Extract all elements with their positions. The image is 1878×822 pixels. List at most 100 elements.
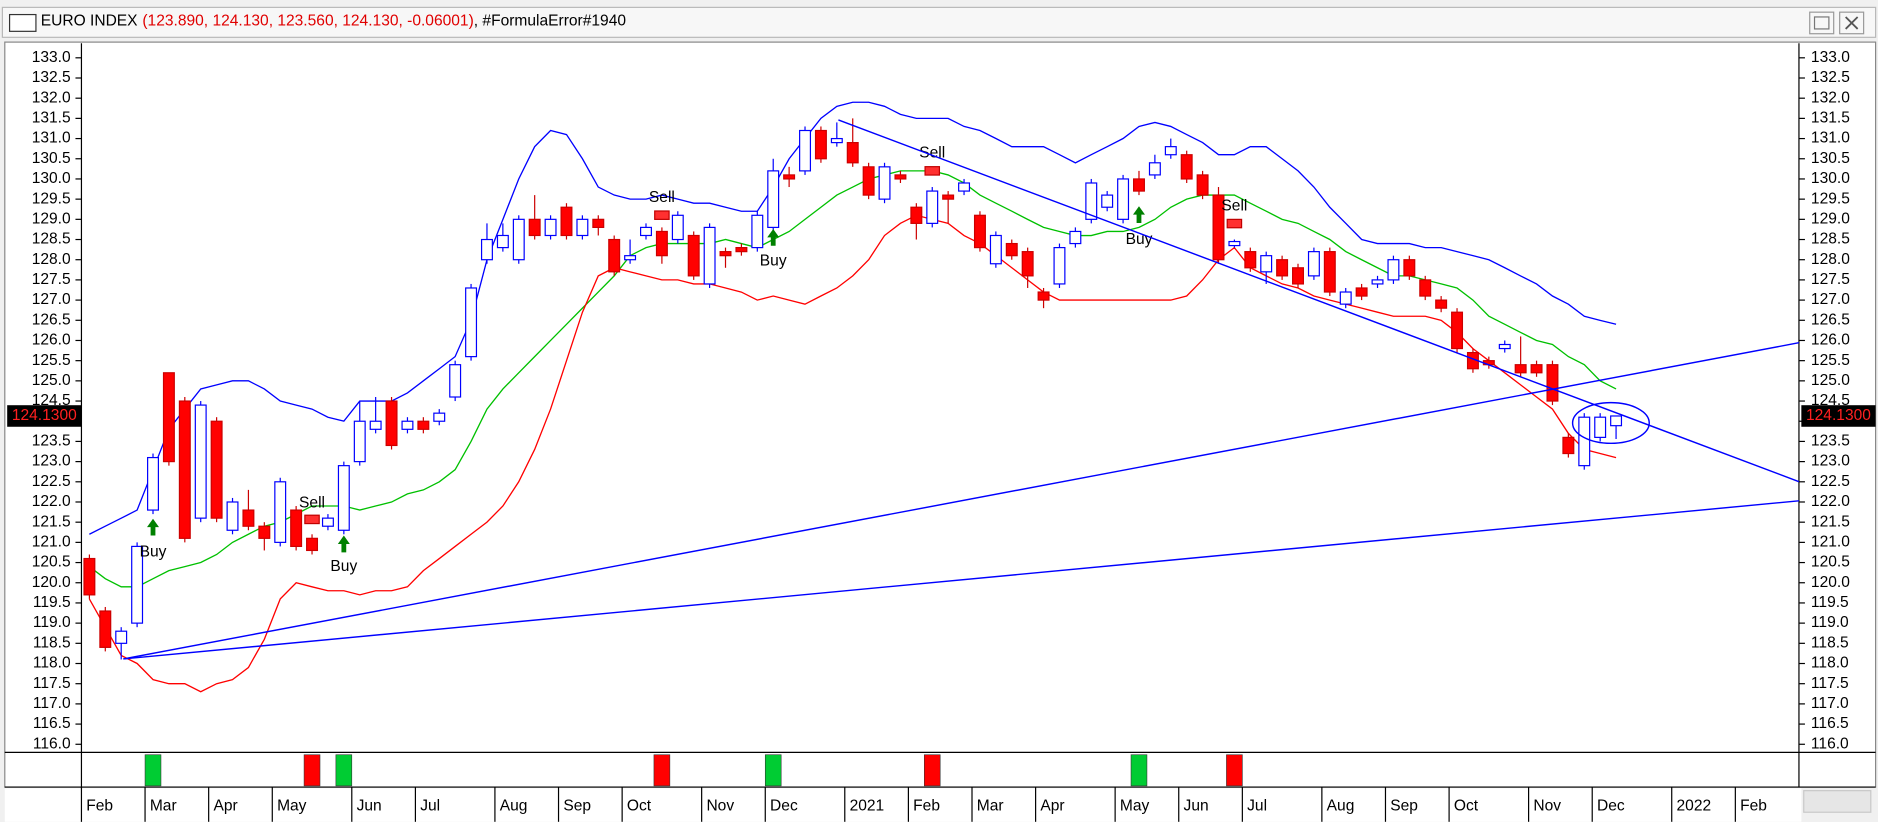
sell-marker: [654, 210, 670, 220]
candle-body: [433, 412, 446, 422]
y-tick-label: 132.0: [32, 89, 71, 106]
y-tick-label: 119.0: [1811, 614, 1849, 631]
candle-body: [1180, 154, 1193, 180]
candle-body: [99, 610, 112, 648]
y-tick-label: 127.0: [32, 291, 71, 308]
y-tick-label: 120.0: [32, 574, 71, 591]
scroll-box[interactable]: [1803, 790, 1872, 813]
candle-body: [147, 456, 159, 511]
candle-body: [560, 206, 573, 237]
candle-body: [1276, 259, 1289, 277]
y-tick-label: 122.0: [1811, 493, 1850, 510]
candle-body: [242, 509, 255, 527]
y-tick-label: 123.5: [1811, 433, 1850, 450]
y-tick-label: 118.0: [33, 655, 71, 672]
sell-signal-bar: [303, 754, 321, 787]
y-tick-label: 122.0: [32, 493, 71, 510]
candle-body: [1403, 259, 1416, 277]
title-text: EURO INDEX (123.890, 124.130, 123.560, 12…: [41, 13, 627, 30]
candle-body: [1355, 287, 1368, 297]
candle-body: [703, 226, 716, 285]
candle-body: [1594, 416, 1607, 438]
candle-body: [1451, 311, 1464, 350]
last-price-label: 124.1300: [1806, 407, 1871, 424]
y-tick-label: 133.0: [1811, 49, 1850, 66]
candle-body: [1117, 178, 1130, 220]
candle-body: [799, 129, 812, 172]
y-tick-label: 121.0: [32, 533, 71, 550]
title-bar: [1, 6, 1877, 38]
candle-body: [608, 238, 621, 273]
candle-body: [592, 218, 605, 229]
candle-body: [1323, 251, 1336, 293]
y-tick-label: 131.0: [1811, 130, 1850, 147]
y-tick-label: 128.5: [32, 231, 71, 248]
y-tick-label: 122.5: [32, 473, 71, 490]
sell-label: Sell: [1221, 197, 1247, 214]
x-tick-label: Feb: [86, 797, 113, 814]
candle-body: [655, 230, 668, 257]
candle-body: [814, 129, 827, 160]
y-tick-label: 123.5: [32, 433, 71, 450]
candle-body: [1053, 247, 1066, 285]
y-tick-label: 132.5: [1811, 69, 1850, 86]
y-tick-label: 123.0: [32, 453, 71, 470]
candle-body: [1435, 299, 1448, 309]
candle-body: [369, 420, 382, 430]
y-tick-label: 119.5: [33, 594, 71, 611]
x-tick-label: Nov: [706, 797, 734, 814]
candle-body: [337, 465, 350, 531]
candle-body: [1101, 194, 1114, 208]
candle-body: [1228, 240, 1241, 247]
status: , #FormulaError#1940: [474, 13, 627, 30]
candle-body: [878, 166, 891, 200]
y-tick-label: 126.0: [32, 332, 71, 349]
sell-label: Sell: [299, 494, 325, 511]
candle-body: [989, 234, 1002, 265]
candle-body: [1085, 182, 1098, 220]
candle-body: [512, 218, 525, 261]
candle-body: [226, 501, 239, 531]
y-tick-label: 129.5: [32, 190, 71, 207]
x-tick-label: Jun: [357, 797, 382, 814]
y-tick-label: 126.5: [32, 311, 71, 328]
quote: (123.890, 124.130, 123.560, 124.130, -0.…: [142, 13, 473, 30]
candle-body: [1069, 230, 1082, 245]
y-tick-label: 127.5: [1811, 271, 1850, 288]
candle-body: [1578, 416, 1591, 467]
maximize-icon: [1813, 16, 1830, 30]
candle-body: [353, 420, 366, 463]
y-tick-label: 116.0: [33, 735, 71, 752]
y-tick-label: 125.5: [1811, 352, 1850, 369]
y-tick-label: 130.5: [1811, 150, 1850, 167]
x-tick-label: Aug: [500, 797, 528, 814]
band-line: [88, 214, 1617, 693]
y-tick-label: 127.5: [32, 271, 71, 288]
y-tick-label: 125.0: [32, 372, 71, 389]
y-tick-label: 129.0: [1811, 210, 1850, 227]
y-tick-label: 124.5: [1811, 392, 1850, 409]
candle-body: [830, 137, 843, 144]
candle-body: [210, 420, 223, 519]
candle-body: [480, 238, 493, 261]
y-tick-label: 125.5: [32, 352, 71, 369]
candle-body: [274, 481, 287, 543]
buy-signal-bar: [764, 754, 782, 787]
y-tick-label: 131.5: [32, 109, 71, 126]
last-price-box: [7, 405, 82, 427]
candle-body: [783, 174, 796, 180]
buy-label: Buy: [140, 543, 167, 560]
candle-body: [1514, 364, 1527, 374]
candle-body: [751, 214, 764, 249]
candle-body: [1530, 364, 1543, 374]
candle-body: [1562, 436, 1575, 455]
x-tick-label: May: [277, 797, 307, 814]
buy-arrow: [1132, 206, 1145, 223]
y-tick-label: 123.0: [1811, 453, 1850, 470]
y-tick-label: 133.0: [32, 49, 71, 66]
buy-signal-bar: [335, 754, 353, 787]
y-tick-label: 120.0: [1811, 574, 1850, 591]
candle-body: [258, 525, 271, 539]
maximize-button[interactable]: [1809, 11, 1835, 35]
